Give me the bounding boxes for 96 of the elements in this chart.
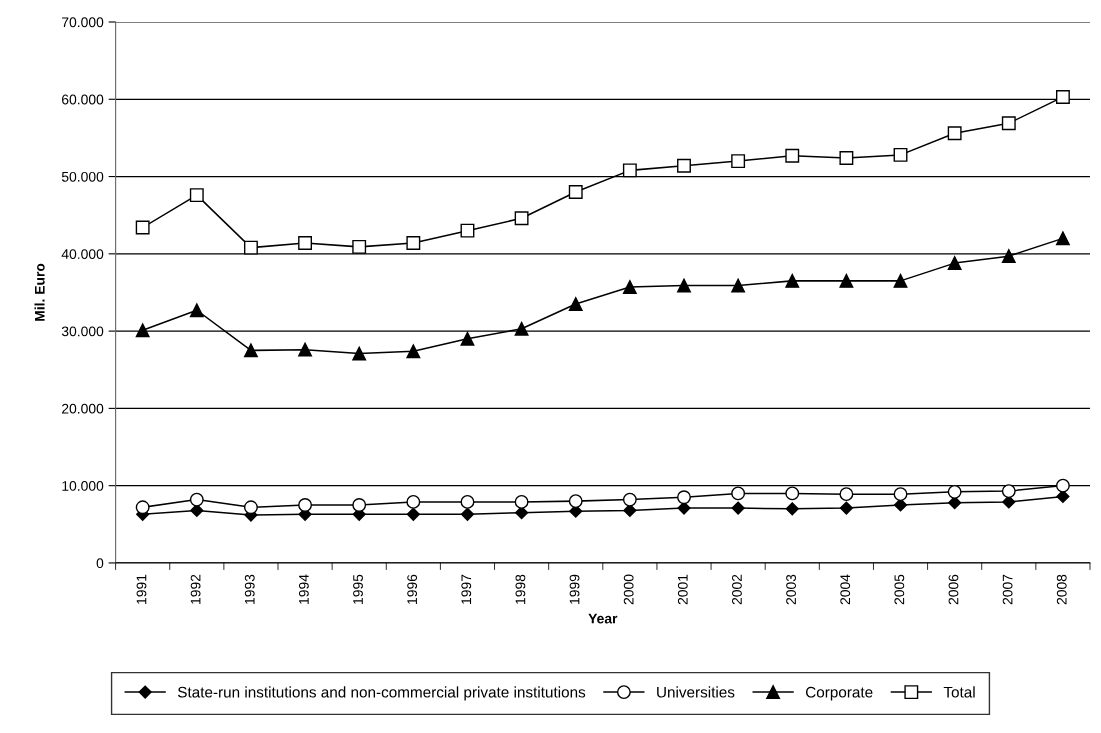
- x-tick-label: 2007: [1002, 574, 1013, 605]
- point: [677, 158, 691, 173]
- point: [243, 500, 258, 515]
- point: [406, 507, 420, 521]
- x-axis-title: Year: [588, 613, 618, 624]
- point: [947, 484, 962, 499]
- x-tick-label: 2001: [677, 574, 688, 605]
- point: [622, 280, 637, 295]
- y-axis-title: Mil. Euro: [34, 263, 45, 321]
- point: [568, 297, 583, 312]
- point: [839, 487, 854, 502]
- point: [1001, 116, 1016, 131]
- legend-label: Total: [943, 686, 975, 698]
- x-tick-label: 1991: [136, 574, 147, 604]
- point: [352, 346, 367, 361]
- x-tick-label: 2004: [840, 574, 851, 605]
- point: [135, 323, 150, 338]
- point: [893, 487, 908, 502]
- point: [460, 494, 475, 509]
- x-tick-label: 1998: [515, 574, 526, 604]
- x-tick-label: 1992: [190, 574, 201, 604]
- point: [731, 501, 745, 515]
- point: [298, 236, 313, 250]
- x-tick-label: 2006: [948, 574, 959, 605]
- point: [731, 278, 746, 293]
- y-tick-label: 30.000: [61, 326, 104, 337]
- point: [189, 188, 204, 203]
- point: [893, 147, 908, 162]
- point: [947, 256, 962, 271]
- point: [785, 148, 800, 163]
- point: [677, 278, 691, 293]
- x-tick-label: 1999: [569, 574, 580, 604]
- x-tick-label: 1996: [407, 574, 418, 604]
- point: [948, 496, 962, 510]
- x-tick-label: 2003: [786, 574, 796, 605]
- point: [785, 273, 800, 288]
- point: [514, 211, 529, 226]
- point: [893, 273, 908, 288]
- point: [947, 126, 962, 141]
- point: [1055, 478, 1070, 493]
- point: [731, 486, 746, 501]
- point: [298, 342, 313, 357]
- x-tick-label: 2005: [894, 574, 905, 605]
- x-tick-label: 1997: [461, 574, 472, 604]
- point: [623, 503, 637, 517]
- point: [514, 494, 529, 509]
- point: [460, 507, 475, 521]
- x-tick-label: 1994: [298, 574, 309, 604]
- point: [785, 486, 800, 501]
- legend-label: State-run institutions and non-commercial private institutions: [177, 686, 586, 701]
- point: [622, 492, 637, 507]
- point: [460, 331, 475, 346]
- legend-label: Universities: [657, 686, 735, 698]
- point: [677, 490, 691, 505]
- point: [1055, 90, 1070, 104]
- point: [622, 163, 637, 178]
- x-tick-label: 1995: [353, 574, 363, 604]
- y-tick-label: 70.000: [62, 17, 104, 28]
- point: [839, 151, 854, 165]
- point: [190, 503, 204, 517]
- point: [406, 236, 421, 250]
- point: [893, 498, 908, 512]
- point: [515, 506, 529, 520]
- point: [1055, 231, 1070, 246]
- point: [568, 185, 583, 199]
- y-tick-label: 60.000: [62, 94, 104, 105]
- point: [1001, 249, 1016, 264]
- legend-label: Corporate: [805, 686, 873, 701]
- point: [406, 344, 421, 359]
- point: [135, 220, 150, 235]
- point: [189, 303, 204, 318]
- point: [243, 240, 258, 255]
- point: [839, 273, 854, 288]
- y-tick-label: 20.000: [62, 403, 104, 414]
- x-tick-label: 2000: [623, 574, 634, 605]
- x-tick-label: 2008: [1056, 574, 1067, 605]
- y-tick-label: 10.000: [62, 481, 104, 491]
- point: [189, 492, 204, 507]
- x-tick-label: 2002: [732, 574, 742, 605]
- y-tick-label: 40.000: [61, 249, 104, 259]
- point: [298, 498, 313, 512]
- point: [785, 502, 799, 516]
- point: [568, 494, 583, 509]
- point: [352, 498, 367, 512]
- y-tick-label: 0: [96, 558, 104, 569]
- point: [352, 239, 367, 254]
- point: [839, 501, 853, 515]
- point: [514, 321, 529, 336]
- y-tick-label: 50.000: [61, 171, 104, 182]
- point: [1001, 484, 1016, 499]
- point: [243, 343, 258, 358]
- point: [731, 154, 746, 169]
- point: [135, 500, 150, 515]
- point: [460, 223, 475, 238]
- x-tick-label: 1993: [244, 574, 255, 604]
- point: [406, 494, 421, 509]
